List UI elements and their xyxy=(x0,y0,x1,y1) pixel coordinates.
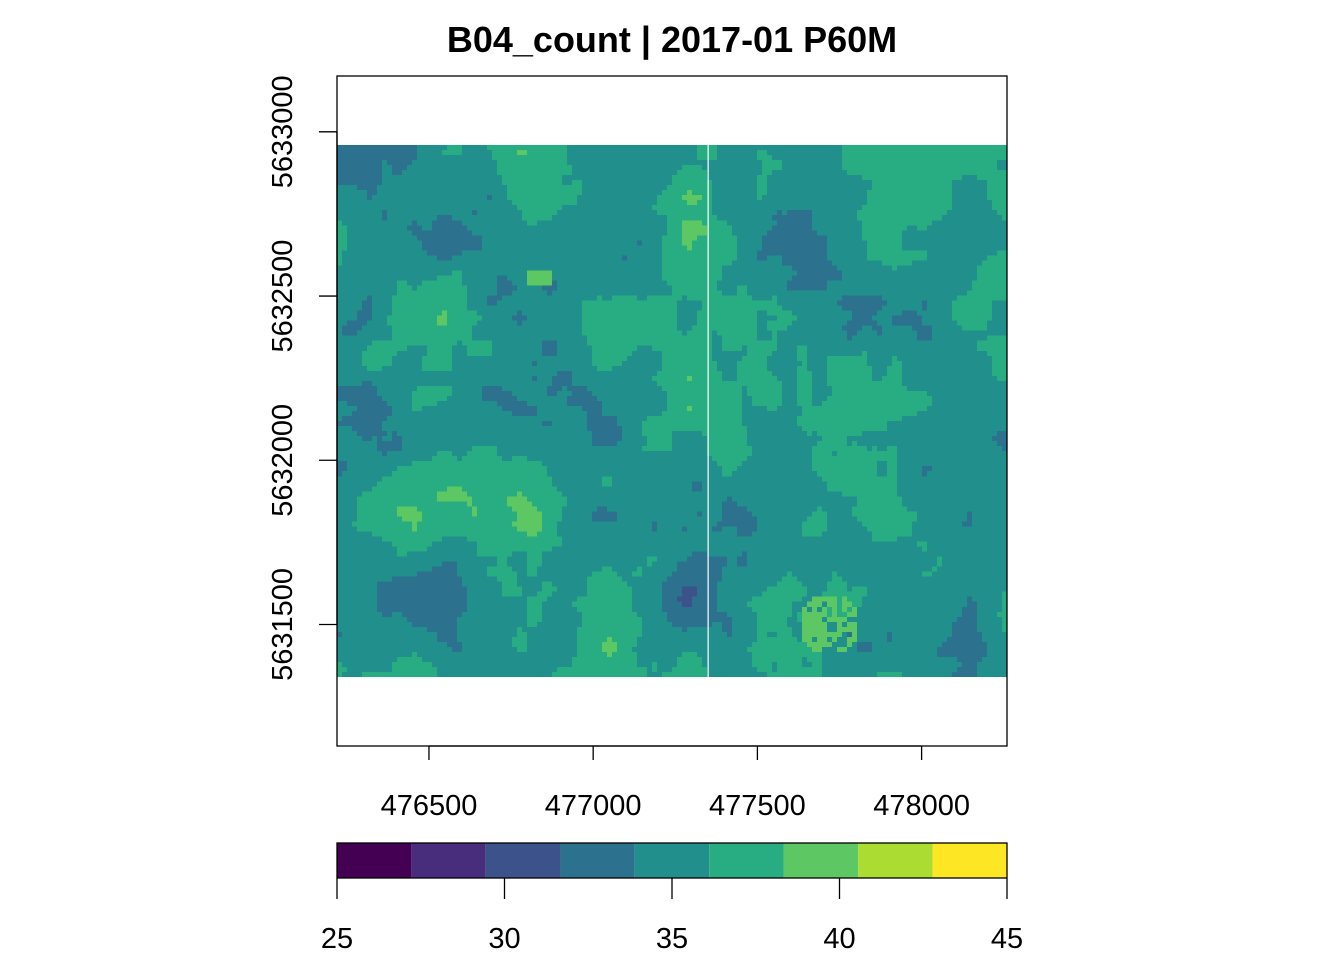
y-tick-label: 5631500 xyxy=(267,568,299,681)
x-tick-label: 478000 xyxy=(873,790,970,822)
legend-swatch xyxy=(411,843,486,878)
legend-tick-label: 25 xyxy=(321,923,353,955)
legend-swatch xyxy=(783,843,859,878)
legend-swatch xyxy=(634,843,710,878)
legend-tick-label: 35 xyxy=(656,923,688,955)
raster-image xyxy=(337,144,1007,678)
y-tick-label: 5633000 xyxy=(267,75,299,188)
x-axis: 476500 477000 477500 478000 xyxy=(381,745,970,822)
x-tick-label: 477500 xyxy=(709,790,806,822)
y-tick-label: 5632000 xyxy=(267,404,299,517)
legend-swatch xyxy=(560,843,635,878)
chart-title: B04_count | 2017-01 P60M xyxy=(447,19,897,61)
legend-swatch xyxy=(932,843,1007,878)
color-legend: 25 30 35 40 45 xyxy=(321,842,1023,955)
legend-tick-label: 40 xyxy=(823,923,855,955)
raster-heatmap xyxy=(337,144,1007,678)
y-tick-label: 5632500 xyxy=(267,240,299,353)
x-tick-label: 477000 xyxy=(545,790,642,822)
legend-tick-label: 45 xyxy=(991,923,1023,955)
x-tick-label: 476500 xyxy=(381,790,478,822)
legend-swatch xyxy=(337,843,412,878)
legend-swatch xyxy=(485,843,561,878)
legend-swatch xyxy=(858,843,933,878)
y-axis: 5631500 5632000 5632500 5633000 xyxy=(267,75,338,681)
legend-tick-label: 30 xyxy=(488,923,520,955)
legend-swatch xyxy=(709,843,784,878)
